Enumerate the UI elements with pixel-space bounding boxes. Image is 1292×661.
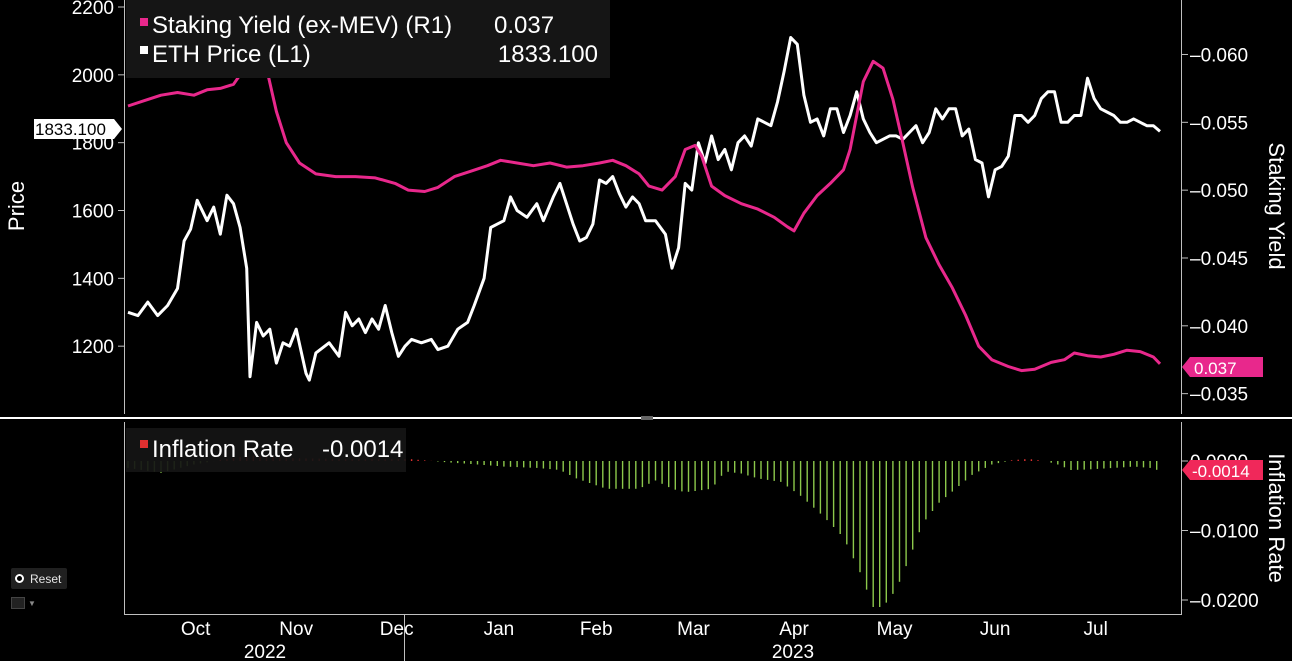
- upper-legend: Staking Yield (ex-MEV) (R1) 0.037 ETH Pr…: [126, 0, 610, 78]
- upper-legend-box: [126, 0, 610, 78]
- staking-yield-legend-label: Staking Yield (ex-MEV) (R1): [152, 12, 452, 39]
- inflation-tick-label: –0.0200: [1190, 591, 1259, 612]
- x-year-label: 2023: [772, 642, 814, 661]
- panel-divider-handle[interactable]: [641, 416, 653, 420]
- chart-frame: [124, 0, 1182, 661]
- x-month-label: Jun: [980, 619, 1011, 640]
- eth-price-legend-swatch: [140, 46, 148, 54]
- right-tick-label: –0.045: [1190, 249, 1248, 270]
- right-tick-label: –0.050: [1190, 181, 1248, 202]
- left-tick-label: 2200: [72, 0, 114, 19]
- left-tick-label: 1600: [72, 202, 114, 223]
- line-chart-icon: [11, 597, 25, 609]
- eth-price-last-value-tag: 1833.100: [34, 119, 122, 139]
- eth-price-legend-label: ETH Price (L1): [152, 41, 311, 68]
- right-tick-label: –0.055: [1190, 113, 1248, 134]
- left-tick-label: 1400: [72, 269, 114, 290]
- x-month-label: Jul: [1084, 619, 1108, 640]
- staking-yield-legend-swatch: [140, 18, 148, 26]
- x-month-label: Feb: [580, 619, 613, 640]
- x-year-label: 2022: [244, 642, 286, 661]
- reset-button[interactable]: Reset: [11, 568, 68, 589]
- staking-yield-last-value-tag: 0.037: [1182, 357, 1263, 378]
- upper-axes: 120014001600180020002200–0.035–0.040–0.0…: [72, 0, 1248, 406]
- chart-type-selector[interactable]: ▼: [11, 594, 41, 612]
- lower-legend-box: [126, 428, 406, 472]
- x-month-label: Mar: [677, 619, 710, 640]
- x-month-label: Nov: [279, 619, 313, 640]
- reset-label: Reset: [30, 571, 62, 586]
- right-tick-label: –0.040: [1190, 317, 1248, 338]
- inflation-legend-value: -0.0014: [322, 436, 403, 463]
- right-axis-title: Staking Yield: [1264, 142, 1289, 269]
- right-tick-label: –0.060: [1190, 45, 1248, 66]
- inflation-axis-title: Inflation Rate: [1264, 453, 1289, 583]
- eth-price-line: [127, 36, 1161, 382]
- staking-yield-legend-value: 0.037: [494, 12, 554, 39]
- inflation-last-value: -0.0014: [1192, 462, 1250, 481]
- inflation-legend-swatch: [140, 440, 148, 448]
- eth-price-last-value: 1833.100: [35, 120, 106, 139]
- eth-price-legend-value: 1833.100: [498, 41, 598, 68]
- lower-legend: Inflation Rate -0.0014: [126, 428, 406, 472]
- left-tick-label: 1200: [72, 337, 114, 358]
- left-tick-label: 2000: [72, 66, 114, 87]
- reset-icon: [15, 574, 24, 583]
- staking-yield-line: [127, 32, 1162, 373]
- upper-lines: [127, 32, 1162, 382]
- right-tick-label: –0.035: [1190, 385, 1248, 406]
- inflation-legend-label: Inflation Rate: [152, 436, 293, 463]
- x-month-label: Dec: [380, 619, 414, 640]
- inflation-bars: [127, 455, 1158, 607]
- staking-yield-last-value: 0.037: [1194, 359, 1237, 378]
- x-axis: Oct Nov Dec Jan Feb Mar Apr May Jun Jul 2022 2023: [181, 619, 1108, 661]
- x-month-label: Jan: [484, 619, 515, 640]
- x-month-label: Oct: [181, 619, 211, 640]
- chevron-down-icon: ▼: [28, 598, 36, 608]
- left-axis-title: Price: [4, 181, 29, 231]
- inflation-last-value-tag: -0.0014: [1182, 460, 1263, 481]
- x-month-label: Apr: [779, 619, 809, 640]
- inflation-tick-label: –0.0100: [1190, 522, 1259, 543]
- x-month-label: May: [877, 619, 913, 640]
